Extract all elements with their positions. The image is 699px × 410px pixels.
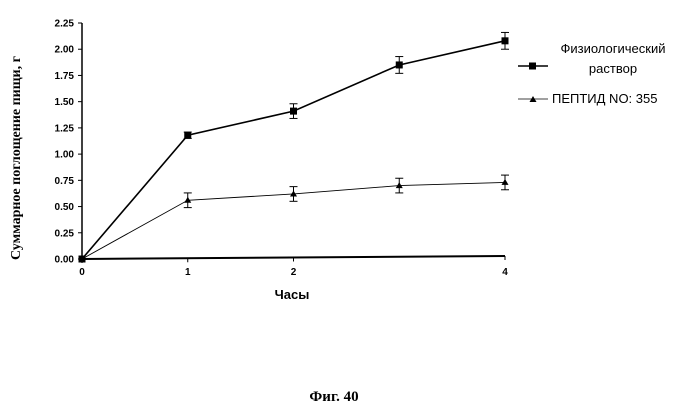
legend-label-saline-line2: раствор — [589, 61, 637, 76]
y-tick-label: 0.75 — [55, 176, 75, 187]
data-point-square — [290, 108, 297, 115]
x-tick-label: 2 — [291, 267, 297, 278]
x-tick-label: 4 — [502, 267, 508, 278]
y-tick-label: 1.25 — [55, 123, 75, 134]
y-tick-label: 1.75 — [55, 71, 75, 82]
y-tick-label: 1.50 — [55, 97, 75, 108]
y-tick-label: 0.50 — [55, 202, 75, 213]
legend: Физиологический раствор ПЕПТИД NO: 355 — [518, 41, 666, 106]
legend-label-peptide: ПЕПТИД NO: 355 — [552, 91, 657, 106]
legend-marker-saline — [529, 63, 536, 70]
legend-label-saline-line1: Физиологический — [561, 41, 666, 56]
plot-area — [79, 32, 510, 262]
figure-caption: Фиг. 40 — [309, 389, 358, 405]
x-axis-label: Часы — [275, 287, 310, 302]
y-axis-label: Суммарное поглощение пищи, г — [9, 56, 24, 260]
y-tick-label: 0.00 — [55, 255, 75, 266]
data-point-square — [502, 37, 509, 44]
series-line-0 — [82, 41, 505, 259]
x-tick-label: 0 — [79, 267, 85, 278]
y-tick-label: 1.00 — [55, 150, 75, 161]
x-tick-label: 1 — [185, 267, 191, 278]
data-point-square — [396, 61, 403, 68]
y-tick-label: 2.25 — [55, 19, 75, 30]
data-point-triangle — [502, 179, 509, 185]
y-tick-label: 0.25 — [55, 228, 75, 239]
y-tick-label: 2.00 — [55, 45, 75, 56]
chart-axes: 0.00 0.25 0.50 0.75 1.00 1.25 1.50 1.75 2.00 2.25… — [55, 19, 509, 279]
data-point-square — [184, 132, 191, 139]
